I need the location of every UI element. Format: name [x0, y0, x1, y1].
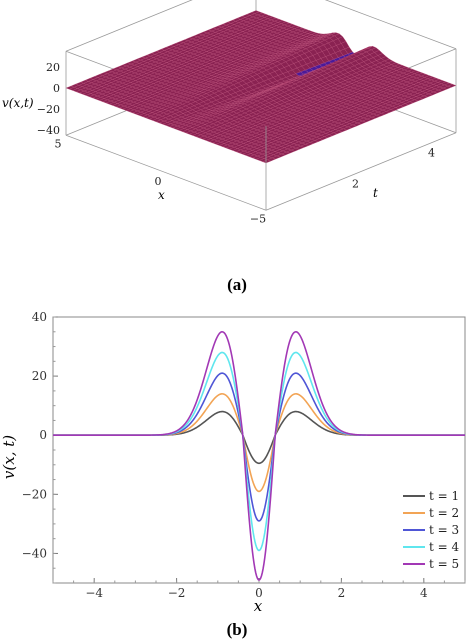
legend-entry: t = 3 [429, 523, 459, 537]
caption-b: (b) [226, 620, 248, 639]
box-edge [265, 132, 457, 211]
series-line [53, 410, 465, 465]
legend-entry: t = 2 [429, 506, 459, 520]
y-tick-label: 20 [32, 369, 47, 383]
t-tick-label: 2 [352, 177, 359, 190]
y-tick-label: 0 [39, 428, 47, 442]
caption-a: (a) [227, 275, 247, 294]
plot-border [52, 316, 466, 584]
box-edge [65, 0, 193, 52]
z-tick-label: −40 [37, 124, 60, 137]
y-axis-label: v(x, t) [0, 435, 18, 479]
surface-front-edges [65, 126, 457, 211]
x-tick-label: −2 [168, 586, 186, 600]
x-tick-label: 4 [420, 586, 428, 600]
series-line [53, 372, 465, 522]
y-tick-label: 40 [32, 310, 47, 324]
x-tick-label: 0 [155, 175, 162, 188]
box-edge [324, 0, 457, 50]
z-axis-label: v(x,t) [2, 96, 34, 110]
y-tick-label: −40 [22, 546, 47, 560]
legend: t = 1 t = 2 t = 3 t = 4 t = 5 [403, 489, 460, 571]
y-tick-label: −20 [22, 487, 47, 501]
z-tick-label: −20 [37, 103, 60, 116]
x-axis-label: x [254, 597, 263, 615]
series-line [53, 393, 465, 493]
surface-plot: 20 0 −20 −405 0 −5 2 4 v(x,t) x t [2, 0, 457, 225]
z-tick-label: 20 [46, 61, 60, 74]
t-tick-label: 4 [428, 146, 435, 159]
surface-tick-labels: 20 0 −20 −405 0 −5 2 4 [37, 61, 435, 225]
z-tick-label: 0 [53, 82, 60, 95]
series-lines [53, 330, 465, 581]
t-axis-label: t [373, 186, 378, 200]
legend-entry: t = 4 [429, 540, 460, 554]
series-line [53, 330, 465, 581]
plot-frame [52, 316, 466, 584]
x-tick-label: 0 [255, 586, 263, 600]
x-tick-label: 5 [55, 137, 62, 150]
legend-entry: t = 5 [429, 557, 459, 571]
x-tick-label: −5 [250, 212, 266, 225]
x-axis-label: x [158, 188, 165, 202]
surface-mesh [65, 10, 457, 164]
box-edge [65, 134, 267, 211]
x-tick-label: −4 [85, 586, 103, 600]
legend-entry: t = 1 [429, 489, 459, 503]
x-tick-label: 2 [338, 586, 346, 600]
